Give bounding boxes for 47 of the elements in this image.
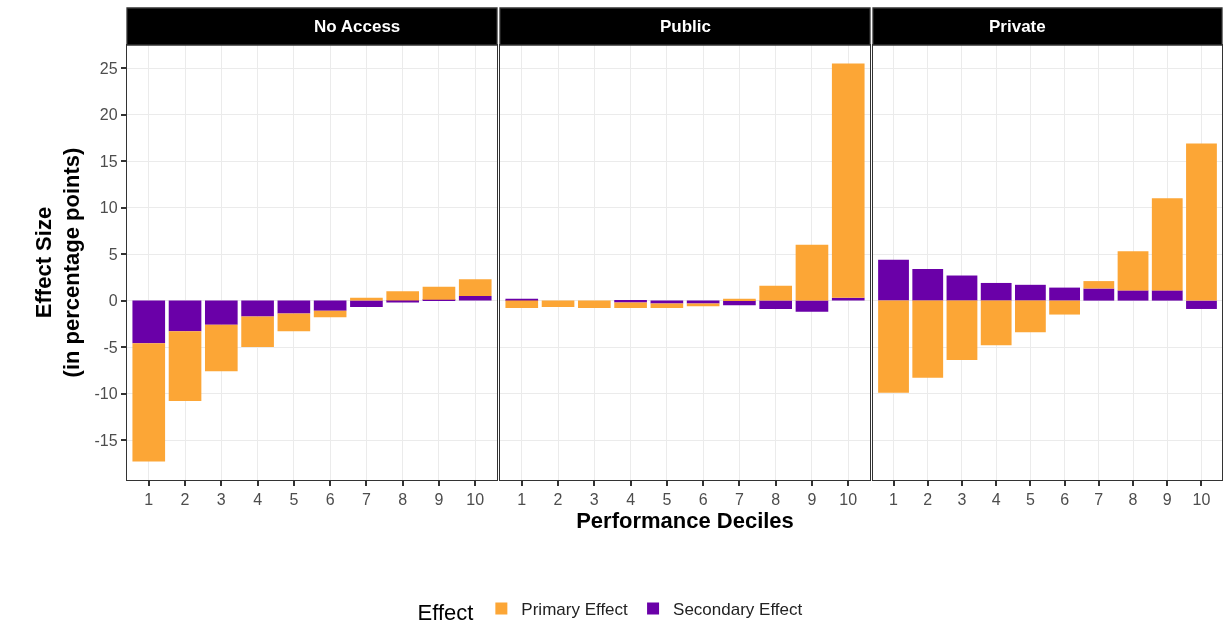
x-tick-label: 5 bbox=[289, 491, 299, 509]
x-tick-label: 1 bbox=[517, 491, 527, 509]
y-tick-label: 0 bbox=[108, 292, 118, 310]
x-tick-label: 10 bbox=[466, 491, 485, 509]
x-tick-label: 8 bbox=[771, 491, 781, 509]
x-tick-label: 6 bbox=[325, 491, 335, 509]
x-tick-label: 4 bbox=[626, 491, 636, 509]
chart-title: Public bbox=[660, 17, 712, 36]
x-tick-label: 2 bbox=[923, 491, 933, 509]
x-tick-label: 1 bbox=[144, 491, 154, 509]
x-tick-label: 2 bbox=[553, 491, 563, 509]
x-tick-label: 8 bbox=[1128, 491, 1138, 509]
x-tick-label: 9 bbox=[434, 491, 444, 509]
x-tick-label: 3 bbox=[957, 491, 967, 509]
legend-label: Primary Effect bbox=[521, 600, 629, 620]
x-tick-label: 7 bbox=[361, 491, 371, 509]
x-tick-label: 10 bbox=[1192, 491, 1211, 509]
x-tick-label: 6 bbox=[1060, 491, 1070, 509]
x-tick-label: 9 bbox=[1162, 491, 1172, 509]
x-tick-label: 2 bbox=[180, 491, 190, 509]
x-tick-label: 5 bbox=[662, 491, 672, 509]
y-tick-label: -10 bbox=[94, 385, 118, 403]
y-tick-label: -5 bbox=[103, 338, 118, 356]
y-tick-label: 20 bbox=[99, 106, 118, 124]
legend-title: Effect bbox=[417, 599, 474, 625]
x-tick-label: 4 bbox=[991, 491, 1001, 509]
chart-title: Private bbox=[989, 17, 1046, 36]
x-tick-label: 3 bbox=[589, 491, 599, 509]
x-axis-title: Performance Deciles bbox=[576, 508, 794, 534]
x-tick-label: 3 bbox=[216, 491, 226, 509]
x-tick-label: 1 bbox=[889, 491, 899, 509]
chart-title: No Access bbox=[314, 17, 401, 36]
y-tick-label: 15 bbox=[99, 152, 118, 170]
x-tick-label: 10 bbox=[839, 491, 858, 509]
y-tick-label: -15 bbox=[94, 431, 118, 449]
x-tick-label: 4 bbox=[253, 491, 263, 509]
y-tick-label: 25 bbox=[99, 59, 118, 77]
y-tick-label: 10 bbox=[99, 199, 118, 217]
y-tick-label: 5 bbox=[108, 245, 118, 263]
y-axis-title: Effect Size (in percentage points) bbox=[30, 147, 85, 378]
x-tick-label: 5 bbox=[1025, 491, 1035, 509]
x-tick-label: 7 bbox=[1094, 491, 1104, 509]
x-tick-label: 6 bbox=[698, 491, 708, 509]
x-tick-label: 9 bbox=[807, 491, 817, 509]
legend-label: Secondary Effect bbox=[673, 600, 803, 620]
x-tick-label: 7 bbox=[734, 491, 744, 509]
x-tick-label: 8 bbox=[398, 491, 408, 509]
